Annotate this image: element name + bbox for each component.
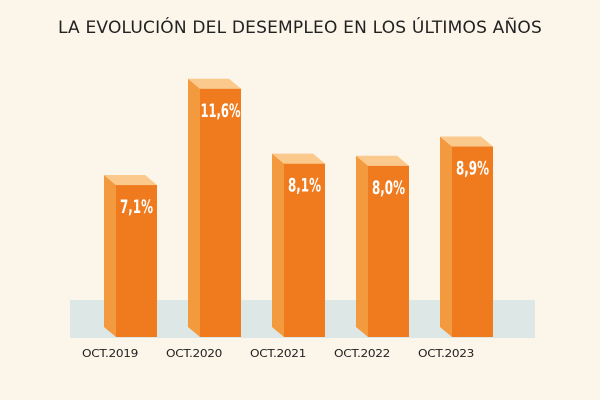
bar-side-face — [104, 175, 116, 337]
tick-labels-layer: OCT.2019 OCT.2020 OCT.2021 OCT.2022 OCT.2023 — [82, 347, 475, 360]
bar-front-face — [452, 146, 493, 337]
bar-top-face — [356, 155, 409, 166]
bar-side-face — [356, 155, 368, 337]
bar-front-face — [284, 163, 325, 337]
x-tick-label: OCT.2019 — [82, 347, 138, 360]
data-label: 11,6% — [201, 100, 241, 122]
data-label: 8,9% — [456, 158, 489, 180]
x-tick-label: OCT.2022 — [334, 347, 390, 360]
data-label: 7,1% — [120, 196, 153, 218]
x-tick-label: OCT.2023 — [418, 347, 474, 360]
data-label: 8,0% — [372, 177, 405, 199]
bar-top-face — [440, 136, 493, 147]
bar-side-face — [188, 78, 200, 337]
bar-top-face — [272, 153, 325, 164]
bar-oct-2019: 7,1% — [104, 175, 157, 337]
bar-side-face — [440, 136, 452, 337]
bar-side-face — [272, 153, 284, 337]
bar-top-face — [104, 175, 157, 186]
bar-oct-2023: 8,9% — [440, 136, 493, 337]
bar-front-face — [116, 185, 157, 337]
chart-title: LA EVOLUCIÓN DEL DESEMPLEO EN LOS ÚLTIMO… — [57, 18, 543, 38]
bars-layer: 7,1% 11,6% 8,1% 8,0% 8,9% — [104, 78, 493, 337]
bar-oct-2020: 11,6% — [188, 78, 241, 337]
bar-oct-2021: 8,1% — [272, 153, 325, 337]
data-label: 8,1% — [288, 175, 321, 197]
x-tick-label: OCT.2020 — [166, 347, 222, 360]
bar-top-face — [188, 78, 241, 89]
bar-front-face — [368, 165, 409, 337]
bar-front-face — [200, 88, 241, 337]
x-tick-label: OCT.2021 — [250, 347, 306, 360]
bar-oct-2022: 8,0% — [356, 155, 409, 337]
